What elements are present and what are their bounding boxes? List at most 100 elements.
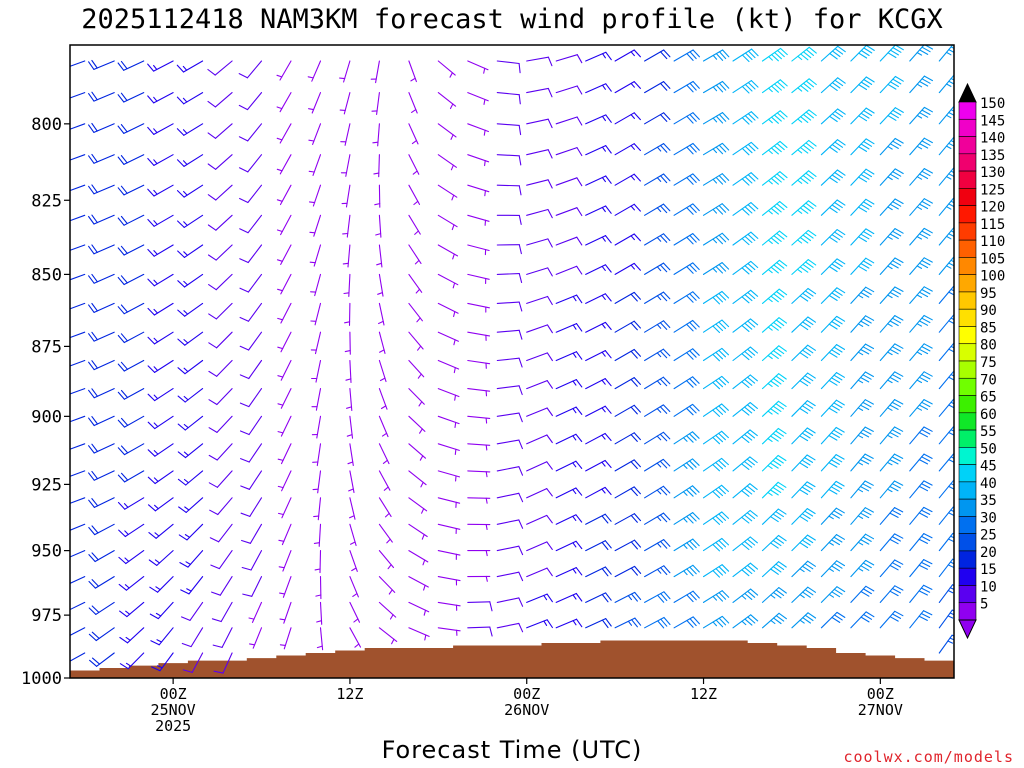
- wind-barb: [208, 388, 233, 406]
- wind-barb: [879, 257, 904, 275]
- wind-barb: [147, 388, 174, 402]
- colorbar-swatch: [958, 429, 977, 448]
- wind-barb: [938, 453, 954, 472]
- colorbar-swatch: [958, 239, 977, 258]
- wind-barb: [408, 627, 430, 641]
- wind-barb: [467, 575, 491, 582]
- colorbar-label: 115: [980, 217, 1005, 233]
- wind-barb: [117, 443, 145, 456]
- colorbar-swatch: [958, 308, 977, 327]
- wind-barb: [702, 457, 729, 472]
- wind-barb: [850, 371, 874, 390]
- wind-barb: [526, 267, 553, 277]
- colorbar-label: 60: [980, 407, 997, 423]
- wind-barb: [408, 184, 421, 206]
- wind-barb: [850, 45, 875, 62]
- wind-barb: [278, 550, 292, 572]
- wind-barb: [248, 601, 263, 623]
- wind-barb: [241, 550, 263, 571]
- wind-barb: [117, 184, 145, 196]
- wind-barb: [240, 470, 263, 490]
- wind-barb: [732, 429, 758, 445]
- wind-barb: [644, 539, 671, 552]
- wind-barb: [70, 302, 86, 310]
- wind-barb: [673, 112, 700, 125]
- wind-barb: [791, 259, 817, 275]
- wind-barb: [119, 627, 145, 644]
- wind-barb: [702, 232, 730, 246]
- wind-barb: [349, 627, 362, 648]
- wind-barb: [585, 51, 612, 62]
- wind-barb: [150, 627, 174, 646]
- x-tick-label: 25NOV: [151, 701, 196, 719]
- wind-barb: [879, 559, 904, 578]
- colorbar-label: 80: [980, 338, 997, 354]
- wind-barb: [148, 523, 174, 539]
- wind-barb: [316, 601, 323, 625]
- wind-barb: [211, 576, 233, 596]
- wind-barb: [177, 244, 204, 258]
- wind-barb: [408, 60, 417, 83]
- wind-barb: [850, 76, 875, 94]
- wind-barb: [526, 118, 553, 129]
- wind-barb: [117, 302, 145, 315]
- wind-barb: [585, 405, 612, 417]
- wind-barb: [791, 586, 817, 603]
- wind-barb: [147, 331, 174, 345]
- wind-barb: [496, 244, 522, 255]
- wind-barb: [88, 153, 115, 164]
- wind-barb: [496, 492, 524, 503]
- wind-barb: [732, 172, 759, 186]
- colorbar-swatch: [958, 516, 977, 534]
- wind-barb: [117, 273, 145, 286]
- colorbar-swatch: [958, 533, 977, 552]
- wind-barb: [316, 627, 324, 651]
- wind-barb: [239, 302, 263, 322]
- wind-barb: [850, 533, 875, 552]
- wind-barb: [408, 497, 428, 514]
- wind-barb: [555, 85, 583, 95]
- wind-barb: [850, 138, 875, 156]
- wind-barb: [496, 301, 523, 312]
- wind-barb: [791, 427, 816, 445]
- wind-barb: [761, 454, 787, 472]
- wind-barb: [791, 372, 816, 390]
- wind-barb: [437, 184, 458, 201]
- wind-barb: [938, 106, 954, 125]
- wind-barb: [238, 92, 263, 111]
- wind-barb: [702, 347, 730, 362]
- wind-barb: [526, 567, 553, 578]
- wind-barb: [70, 388, 86, 395]
- wind-barb: [732, 402, 758, 417]
- wind-barb: [147, 470, 174, 485]
- wind-barb: [673, 376, 700, 390]
- colorbar-label: 50: [980, 441, 997, 457]
- wind-barb: [702, 375, 730, 390]
- wind-barb: [555, 265, 583, 275]
- wind-barb: [341, 184, 351, 208]
- wind-barb: [88, 443, 115, 454]
- colorbar-label: 40: [980, 476, 997, 492]
- wind-barb: [279, 627, 292, 650]
- wind-barb: [378, 443, 390, 465]
- wind-barb: [315, 576, 322, 600]
- wind-barb: [339, 60, 351, 83]
- wind-barb: [312, 470, 322, 494]
- wind-barb: [378, 359, 387, 383]
- wind-barb: [408, 550, 429, 566]
- wind-barb: [437, 123, 457, 140]
- wind-barb: [496, 545, 524, 556]
- wind-barb: [614, 348, 641, 362]
- wind-barb: [70, 576, 86, 584]
- wind-barb: [496, 597, 524, 607]
- wind-barb: [850, 168, 875, 186]
- wind-barb: [909, 227, 933, 246]
- wind-barb: [673, 142, 700, 156]
- wind-barb: [585, 175, 612, 186]
- wind-barb: [118, 550, 145, 565]
- wind-barb: [820, 611, 846, 629]
- wind-barb: [408, 154, 420, 175]
- wind-barb: [348, 470, 355, 494]
- wind-barb: [879, 453, 904, 472]
- wind-barb: [467, 302, 490, 313]
